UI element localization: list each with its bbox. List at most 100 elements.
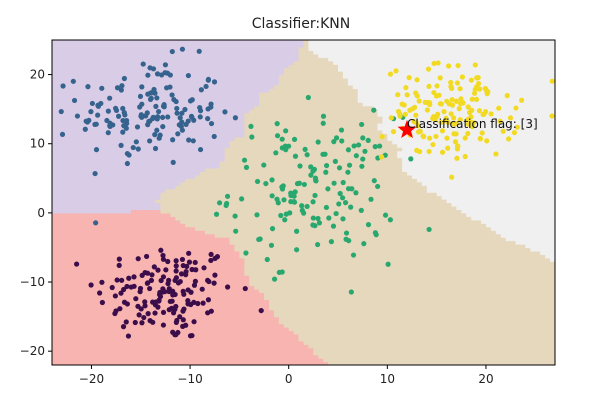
region-cell (244, 40, 250, 45)
region-cell (298, 326, 305, 332)
region-cell (249, 254, 255, 259)
region-cell (140, 88, 147, 93)
region-cell (195, 250, 201, 255)
region-cell (293, 161, 300, 166)
region-cell (111, 112, 117, 117)
region-cell (165, 88, 171, 93)
region-cell (288, 78, 295, 83)
region-cell (219, 278, 226, 283)
region-cell (234, 98, 240, 103)
region-cell (81, 313, 88, 318)
region-cell (264, 174, 270, 179)
region-cell (185, 174, 191, 179)
region-cell (81, 237, 88, 242)
region-cell (199, 340, 206, 345)
region-cell (249, 195, 255, 200)
region-cell (81, 53, 88, 58)
region-cell (86, 254, 93, 259)
region-cell (91, 326, 97, 332)
region-cell (145, 330, 152, 335)
region-cell (52, 261, 58, 266)
region-cell (111, 136, 117, 141)
region-cell (190, 275, 196, 280)
region-cell (56, 157, 63, 162)
region-cell (170, 250, 176, 255)
region-cell (209, 195, 216, 200)
region-cell (283, 157, 290, 162)
region-cell (91, 88, 97, 93)
region-cell (155, 254, 162, 259)
region-cell (293, 119, 300, 124)
region-cell (130, 250, 137, 255)
region-cell (61, 112, 68, 117)
region-cell (209, 306, 216, 311)
region-cell (308, 261, 314, 266)
region-cell (259, 199, 265, 204)
region-cell (259, 247, 265, 252)
region-cell (298, 84, 305, 90)
region-cell (283, 78, 290, 83)
region-cell (81, 358, 88, 363)
region-cell (56, 257, 63, 262)
region-cell (259, 136, 265, 141)
region-cell (96, 71, 102, 76)
region-cell (288, 250, 295, 255)
region-cell (293, 354, 300, 359)
region-cell (145, 323, 152, 328)
region-cell (135, 129, 142, 134)
region-cell (224, 157, 231, 162)
region-cell (76, 150, 83, 155)
region-cell (175, 247, 181, 252)
region-cell (61, 129, 68, 134)
region-cell (61, 309, 68, 314)
region-cell (199, 306, 206, 311)
region-cell (209, 237, 216, 242)
region-cell (288, 81, 295, 86)
region-cell (278, 344, 285, 349)
region-cell (140, 181, 147, 186)
region-cell (190, 240, 196, 245)
region-cell (199, 320, 206, 325)
region-cell (111, 257, 117, 262)
region-cell (91, 282, 97, 287)
region-cell (160, 351, 167, 356)
region-cell (81, 71, 88, 76)
region-cell (91, 306, 97, 311)
region-cell (273, 164, 280, 169)
region-cell (155, 282, 162, 287)
region-cell (96, 154, 102, 159)
region-cell (66, 178, 73, 183)
region-cell (130, 340, 137, 345)
region-cell (278, 233, 285, 238)
region-cell (293, 250, 300, 255)
region-cell (116, 320, 122, 325)
region-cell (111, 43, 117, 48)
region-cell (86, 326, 93, 332)
region-cell (229, 306, 236, 311)
region-cell (56, 40, 63, 45)
region-cell (121, 230, 127, 235)
region-cell (219, 91, 226, 96)
region-cell (81, 233, 88, 238)
region-cell (273, 192, 280, 197)
region-cell (293, 240, 300, 245)
region-cell (106, 326, 112, 332)
region-cell (130, 243, 137, 249)
region-cell (244, 140, 250, 145)
region-cell (185, 282, 191, 287)
region-cell (150, 57, 157, 62)
region-cell (254, 102, 260, 107)
region-cell (130, 154, 137, 159)
region-cell (150, 167, 157, 172)
region-cell (195, 102, 201, 107)
region-cell (219, 178, 226, 183)
region-cell (106, 233, 112, 238)
region-cell (96, 337, 102, 342)
region-cell (239, 78, 245, 83)
region-cell (91, 199, 97, 204)
region-cell (76, 147, 83, 152)
region-cell (106, 112, 112, 117)
region-cell (229, 164, 236, 169)
region-cell (56, 326, 63, 332)
region-cell (234, 326, 240, 332)
